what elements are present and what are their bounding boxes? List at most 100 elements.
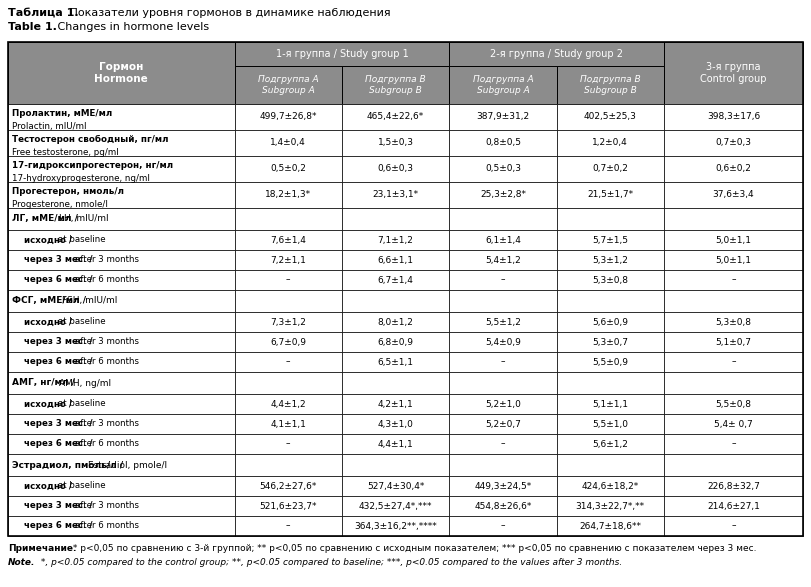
- Bar: [8, 516, 234, 536]
- Text: 398,3±17,6: 398,3±17,6: [707, 113, 760, 122]
- Text: Table 1.: Table 1.: [8, 22, 57, 32]
- Bar: [342, 312, 449, 332]
- Text: after 6 months: after 6 months: [75, 275, 139, 285]
- Text: –: –: [732, 521, 736, 531]
- Text: 4,2±1,1: 4,2±1,1: [378, 400, 414, 409]
- Text: –: –: [286, 357, 290, 366]
- Bar: [449, 42, 664, 66]
- Text: 364,3±16,2**,****: 364,3±16,2**,****: [354, 521, 437, 531]
- Bar: [8, 496, 234, 516]
- Text: 314,3±22,7*,**: 314,3±22,7*,**: [576, 501, 645, 511]
- Bar: [342, 66, 449, 104]
- Bar: [556, 66, 664, 104]
- Bar: [449, 230, 556, 250]
- Text: Changes in hormone levels: Changes in hormone levels: [54, 22, 209, 32]
- Text: 6,8±0,9: 6,8±0,9: [378, 338, 414, 346]
- Bar: [664, 42, 803, 104]
- Text: 5,0±1,1: 5,0±1,1: [715, 235, 752, 245]
- Bar: [556, 208, 664, 230]
- Text: Примечание.: Примечание.: [8, 544, 76, 553]
- Text: Прогестерон, нмоль/л: Прогестерон, нмоль/л: [12, 187, 124, 196]
- Bar: [664, 156, 803, 182]
- Bar: [664, 270, 803, 290]
- Text: 0,5±0,2: 0,5±0,2: [270, 164, 307, 174]
- Text: –: –: [286, 521, 290, 531]
- Bar: [556, 104, 664, 130]
- Bar: [342, 290, 449, 312]
- Bar: [449, 290, 556, 312]
- Text: 454,8±26,6*: 454,8±26,6*: [474, 501, 531, 511]
- Bar: [449, 208, 556, 230]
- Text: 1-я группа / Study group 1: 1-я группа / Study group 1: [276, 49, 408, 59]
- Bar: [234, 156, 342, 182]
- Text: 0,8±0,5: 0,8±0,5: [485, 139, 521, 147]
- Text: 2-я группа / Study group 2: 2-я группа / Study group 2: [490, 49, 623, 59]
- Bar: [234, 208, 342, 230]
- Text: исходно /: исходно /: [24, 400, 75, 409]
- Bar: [664, 476, 803, 496]
- Text: 6,1±1,4: 6,1±1,4: [485, 235, 521, 245]
- Bar: [556, 182, 664, 208]
- Text: Тестостерон свободный, пг/мл: Тестостерон свободный, пг/мл: [12, 135, 169, 144]
- Text: через 3 мес. /: через 3 мес. /: [24, 420, 96, 429]
- Bar: [234, 130, 342, 156]
- Bar: [234, 312, 342, 332]
- Bar: [342, 434, 449, 454]
- Bar: [8, 208, 234, 230]
- Text: 4,4±1,1: 4,4±1,1: [378, 440, 414, 448]
- Bar: [342, 394, 449, 414]
- Text: Пролактин, мМЕ/мл: Пролактин, мМЕ/мл: [12, 109, 112, 118]
- Bar: [449, 270, 556, 290]
- Text: 432,5±27,4*,***: 432,5±27,4*,***: [358, 501, 432, 511]
- Text: Prolactin, mIU/ml: Prolactin, mIU/ml: [12, 122, 87, 131]
- Text: after 6 months: after 6 months: [75, 357, 139, 366]
- Text: at baseline: at baseline: [58, 481, 105, 491]
- Bar: [449, 156, 556, 182]
- Bar: [342, 476, 449, 496]
- Bar: [342, 250, 449, 270]
- Text: 17-гидроксипрогестерон, нг/мл: 17-гидроксипрогестерон, нг/мл: [12, 161, 173, 170]
- Text: Note.: Note.: [8, 558, 36, 567]
- Text: исходно /: исходно /: [24, 235, 75, 245]
- Bar: [449, 434, 556, 454]
- Text: 0,7±0,2: 0,7±0,2: [592, 164, 629, 174]
- Text: –: –: [732, 440, 736, 448]
- Bar: [8, 182, 234, 208]
- Text: 4,4±1,2: 4,4±1,2: [270, 400, 306, 409]
- Text: ЛГ, мМЕ/мл /: ЛГ, мМЕ/мл /: [12, 214, 81, 224]
- Text: after 3 months: after 3 months: [75, 501, 139, 511]
- Bar: [556, 312, 664, 332]
- Bar: [342, 130, 449, 156]
- Text: Подгруппа B
Subgroup B: Подгруппа B Subgroup B: [365, 75, 426, 95]
- Text: исходно /: исходно /: [24, 481, 75, 491]
- Bar: [8, 42, 803, 536]
- Bar: [234, 394, 342, 414]
- Bar: [449, 516, 556, 536]
- Text: 7,6±1,4: 7,6±1,4: [270, 235, 307, 245]
- Text: AMH, ng/ml: AMH, ng/ml: [59, 379, 111, 387]
- Text: 5,0±1,1: 5,0±1,1: [715, 255, 752, 265]
- Bar: [449, 476, 556, 496]
- Bar: [664, 394, 803, 414]
- Text: 5,4± 0,7: 5,4± 0,7: [714, 420, 753, 429]
- Text: 4,3±1,0: 4,3±1,0: [378, 420, 414, 429]
- Bar: [8, 312, 234, 332]
- Text: 499,7±26,8*: 499,7±26,8*: [260, 113, 317, 122]
- Text: 0,6±0,2: 0,6±0,2: [715, 164, 751, 174]
- Bar: [556, 130, 664, 156]
- Bar: [234, 414, 342, 434]
- Bar: [8, 332, 234, 352]
- Bar: [8, 454, 234, 476]
- Bar: [342, 516, 449, 536]
- Text: 6,7±0,9: 6,7±0,9: [270, 338, 307, 346]
- Bar: [8, 290, 234, 312]
- Bar: [664, 414, 803, 434]
- Text: через 3 мес. /: через 3 мес. /: [24, 501, 96, 511]
- Text: Подгруппа A
Subgroup A: Подгруппа A Subgroup A: [258, 75, 319, 95]
- Text: –: –: [286, 275, 290, 285]
- Text: 0,6±0,3: 0,6±0,3: [378, 164, 414, 174]
- Bar: [556, 414, 664, 434]
- Text: 465,4±22,6*: 465,4±22,6*: [367, 113, 424, 122]
- Bar: [342, 372, 449, 394]
- Bar: [342, 182, 449, 208]
